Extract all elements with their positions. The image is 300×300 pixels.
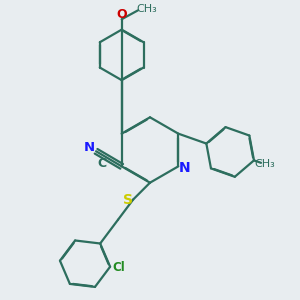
Text: O: O <box>116 8 127 21</box>
Text: S: S <box>123 193 133 206</box>
Text: N: N <box>179 161 191 175</box>
Text: Cl: Cl <box>112 261 125 274</box>
Text: CH₃: CH₃ <box>254 159 275 169</box>
Text: C: C <box>97 157 106 170</box>
Text: CH₃: CH₃ <box>136 4 157 14</box>
Text: N: N <box>84 141 95 154</box>
